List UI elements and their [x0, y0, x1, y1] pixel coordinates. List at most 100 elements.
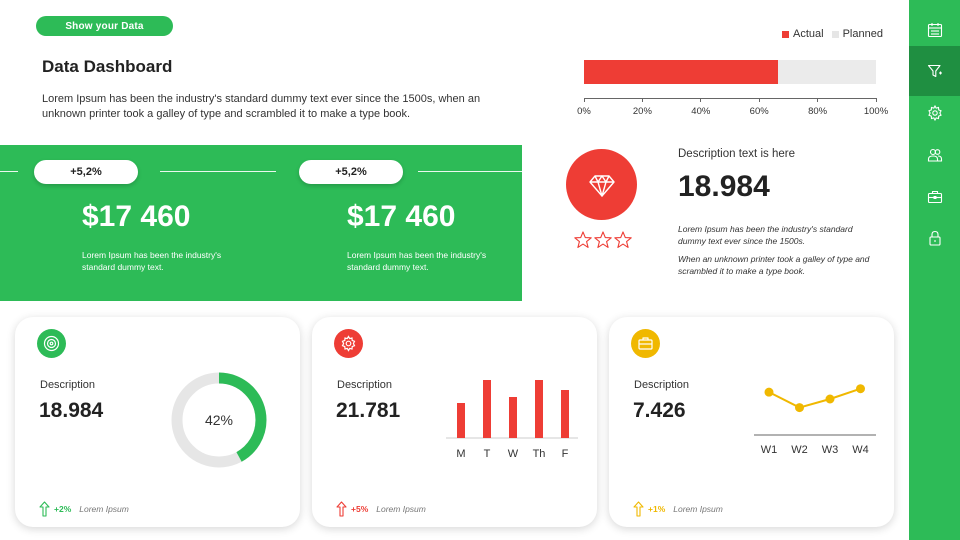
arrow-up-icon	[633, 501, 644, 517]
axis-tick-label: 80%	[808, 106, 828, 117]
axis-tick	[758, 98, 760, 102]
card-label: Description	[40, 379, 96, 391]
kpi-change-pill: +5,2%	[299, 160, 403, 184]
stat-card-bars: Description 21.781 M T W Th F +5% Lorem Ipsu…	[312, 317, 597, 527]
kpi-value: $17 460	[82, 200, 191, 233]
sidebar-item-portfolio[interactable]	[909, 172, 960, 222]
bar	[509, 397, 517, 438]
band-line	[160, 171, 276, 172]
card-change: +5%	[351, 504, 369, 514]
donut-chart: 42%	[171, 372, 267, 468]
sidebar-item-settings[interactable]	[909, 88, 960, 138]
line-label: W4	[852, 444, 869, 456]
sidebar-item-security[interactable]	[909, 213, 960, 263]
lock-icon	[928, 230, 941, 246]
band-line	[418, 171, 522, 172]
progress-axis	[584, 98, 876, 99]
axis-tick	[583, 98, 585, 102]
sidebar-item-calendar[interactable]	[909, 5, 960, 55]
bar-label: T	[484, 448, 491, 460]
users-icon	[927, 148, 942, 162]
card-icon-badge	[631, 329, 660, 358]
kpi-desc: Lorem Ipsum has been the industry's stan…	[82, 250, 222, 272]
progress-bar	[584, 60, 876, 84]
star-icon	[574, 231, 592, 248]
band-line	[0, 171, 18, 172]
stat-card-donut: Description 18.984 42% +2% Lorem Ipsum	[15, 317, 300, 527]
progress-bar-actual	[584, 60, 779, 84]
actual-swatch	[782, 30, 789, 38]
line-label: W2	[791, 444, 808, 456]
axis-tick-label: 20%	[632, 106, 652, 117]
kpi-value: $17 460	[347, 200, 456, 233]
diamond-icon	[588, 174, 615, 197]
kpi-change-pill: +5,2%	[34, 160, 138, 184]
bar-label: Th	[533, 448, 546, 460]
card-label: Description	[337, 379, 393, 391]
highlight-value: 18.984	[678, 170, 770, 203]
bar	[457, 403, 465, 438]
axis-tick-label: 40%	[691, 106, 711, 117]
page-title: Data Dashboard	[42, 57, 173, 76]
planned-swatch	[831, 30, 839, 38]
line-label: W3	[822, 444, 839, 456]
line-point	[795, 403, 804, 413]
arrow-up-icon	[39, 501, 50, 517]
highlight-badge	[566, 149, 637, 220]
gear-icon	[927, 105, 942, 121]
card-icon-badge	[334, 329, 363, 358]
sidebar	[909, 0, 960, 540]
donut-center-label: 42%	[205, 412, 233, 428]
kpi-desc: Lorem Ipsum has been the industry's stan…	[347, 250, 487, 272]
star-icon	[594, 231, 612, 248]
sidebar-item-users[interactable]	[909, 130, 960, 180]
axis-tick-label: 100%	[863, 106, 889, 117]
card-foot-label: Lorem Ipsum	[376, 504, 426, 514]
highlight-text: When an unknown printer took a galley of…	[678, 254, 870, 276]
card-change: +1%	[648, 504, 666, 514]
donut-slice	[171, 372, 267, 468]
card-value: 18.984	[39, 399, 104, 422]
briefcase-icon	[638, 337, 653, 350]
axis-tick	[875, 98, 877, 102]
axis-tick	[817, 98, 819, 102]
progress-legend: Actual Planned	[782, 28, 891, 40]
arrow-up-icon	[336, 501, 347, 517]
settings-icon	[341, 335, 356, 352]
star-icon	[614, 231, 632, 248]
card-footer: +1% Lorem Ipsum	[633, 501, 723, 517]
bar	[483, 380, 491, 438]
briefcase-icon	[927, 190, 942, 204]
legend-planned: Planned	[842, 28, 883, 40]
sidebar-item-filter[interactable]	[909, 46, 960, 96]
axis-tick-label: 0%	[577, 106, 591, 117]
legend-actual: Actual	[793, 28, 824, 40]
bar-chart: M T W Th F	[446, 380, 578, 460]
star-rating	[573, 230, 633, 250]
highlight-text: Lorem Ipsum has been the industry's stan…	[678, 224, 853, 246]
card-label: Description	[634, 379, 690, 391]
bar-label: F	[562, 448, 569, 460]
line-point	[856, 384, 865, 394]
card-foot-label: Lorem Ipsum	[673, 504, 723, 514]
axis-tick	[700, 98, 702, 102]
card-foot-label: Lorem Ipsum	[79, 504, 129, 514]
filter-icon	[927, 64, 942, 78]
line-point	[825, 394, 835, 404]
card-footer: +5% Lorem Ipsum	[336, 501, 426, 517]
line-point	[764, 387, 774, 397]
bar	[535, 380, 543, 438]
line-series	[768, 387, 861, 409]
calendar-icon	[927, 23, 942, 38]
highlight-heading: Description text is here	[678, 148, 795, 160]
stat-card-line: Description 7.426 W1 W2 W3 W4 +1% Lorem Ips…	[609, 317, 894, 527]
target-icon	[43, 335, 60, 352]
card-footer: +2% Lorem Ipsum	[39, 501, 129, 517]
line-chart: W1 W2 W3 W4	[754, 384, 876, 456]
intro-text: Lorem Ipsum has been the industry's stan…	[42, 93, 481, 120]
show-data-pill[interactable]: Show your Data	[36, 16, 173, 36]
bar-label: W	[508, 448, 519, 460]
card-change: +2%	[54, 504, 72, 514]
line-label: W1	[761, 444, 778, 456]
axis-tick	[641, 98, 643, 102]
